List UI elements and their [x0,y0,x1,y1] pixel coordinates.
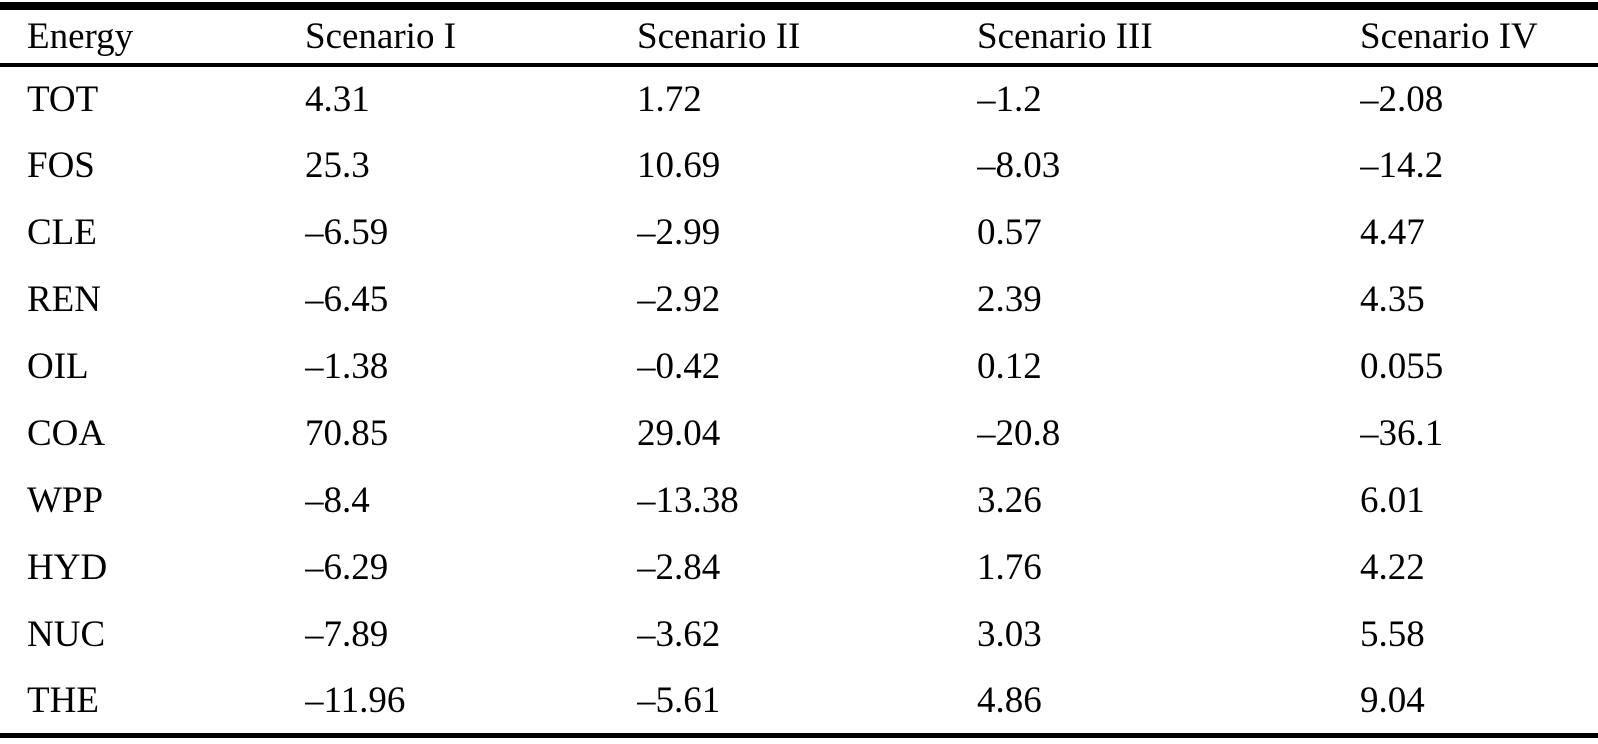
table-row-ren: REN –6.45 –2.92 2.39 4.35 [0,266,1598,333]
column-header-energy: Energy [27,16,134,57]
table-cell: –11.96 [305,679,406,721]
table-row-tot: TOT 4.31 1.72 –1.2 –2.08 [0,65,1598,132]
row-label: COA [27,413,106,454]
table-cell: 3.03 [977,614,1042,655]
table-cell: –1.2 [977,79,1042,120]
row-label: TOT [27,79,99,120]
row-label: OIL [27,346,89,387]
table-row-cle: CLE –6.59 –2.99 0.57 4.47 [0,199,1598,266]
table-cell: 0.57 [977,212,1042,253]
table-cell: –1.38 [305,346,389,387]
table-row-wpp: WPP –8.4 –13.38 3.26 6.01 [0,467,1598,534]
table-cell: 0.12 [977,346,1042,387]
row-label: CLE [27,212,97,253]
table-cell: 4.86 [977,679,1042,721]
table-cell: –20.8 [977,413,1061,454]
column-header-scenario-3: Scenario III [977,16,1153,57]
table-row-hyd: HYD –6.29 –2.84 1.76 4.22 [0,534,1598,601]
table-cell: 0.055 [1360,346,1444,387]
row-label: FOS [27,145,95,186]
table-cell: 3.26 [977,480,1042,521]
row-label: HYD [27,547,108,588]
table-cell: 70.85 [305,413,389,454]
table-cell: –2.92 [637,279,721,320]
table-cell: –2.08 [1360,79,1444,120]
table-cell: –13.38 [637,480,739,521]
table-cell: –8.4 [305,480,370,521]
row-label: NUC [27,614,106,655]
table-cell: 4.22 [1360,547,1425,588]
table-cell: 2.39 [977,279,1042,320]
table-cell: 4.31 [305,79,370,120]
table-cell: 9.04 [1360,679,1425,721]
table-cell: –6.29 [305,547,389,588]
table-cell: 25.3 [305,145,370,186]
table-row-nuc: NUC –7.89 –3.62 3.03 5.58 [0,601,1598,668]
row-label: THE [27,679,99,721]
table-cell: –6.45 [305,279,389,320]
column-header-scenario-4: Scenario IV [1360,16,1538,57]
table-cell: 1.76 [977,547,1042,588]
table-cell: 4.47 [1360,212,1425,253]
table-cell: –6.59 [305,212,389,253]
table-cell: –36.1 [1360,413,1444,454]
table-cell: –2.84 [637,547,721,588]
table-row-the: THE –11.96 –5.61 4.86 9.04 [0,668,1598,735]
table-cell: 4.35 [1360,279,1425,320]
table-cell: 29.04 [637,413,721,454]
table-cell: –3.62 [637,614,721,655]
header-row: Energy Scenario I Scenario II Scenario I… [0,6,1598,65]
column-header-scenario-2: Scenario II [637,16,801,57]
table-cell: 1.72 [637,79,702,120]
row-label: WPP [27,480,104,521]
column-header-scenario-1: Scenario I [305,16,457,57]
table-cell: –0.42 [637,346,721,387]
table-cell: –14.2 [1360,145,1444,186]
table-cell: –2.99 [637,212,721,253]
table-row-oil: OIL –1.38 –0.42 0.12 0.055 [0,333,1598,400]
table-cell: 10.69 [637,145,721,186]
table-cell: –8.03 [977,145,1061,186]
table-row-coa: COA 70.85 29.04 –20.8 –36.1 [0,400,1598,467]
table-cell: –5.61 [637,679,721,721]
table-cell: –7.89 [305,614,389,655]
table-row-fos: FOS 25.3 10.69 –8.03 –14.2 [0,132,1598,199]
row-label: REN [27,279,101,320]
table-cell: 6.01 [1360,480,1425,521]
table-cell: 5.58 [1360,614,1425,655]
